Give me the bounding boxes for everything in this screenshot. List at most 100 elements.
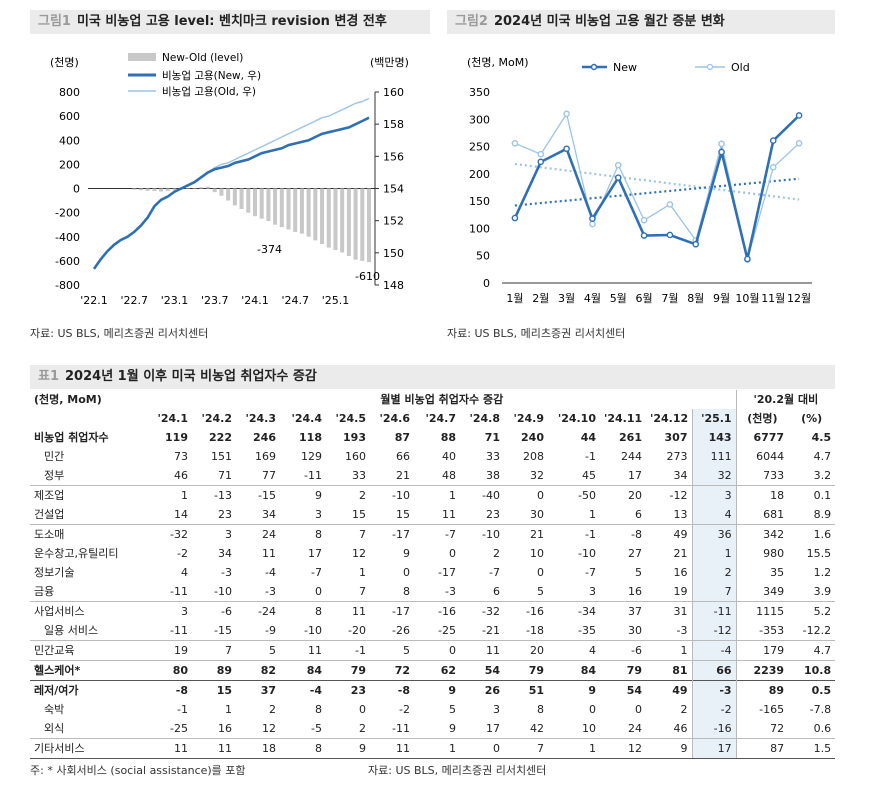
table-cell: 11 (326, 601, 370, 621)
fig2-point-old (666, 201, 674, 208)
table-cell: 5.2 (788, 601, 836, 621)
table-title: 2024년 1월 이후 미국 비농업 취업자수 증감 (65, 369, 317, 384)
table-cell: 73 (174, 450, 188, 463)
fig1-bar (145, 188, 150, 191)
table-cell: 6 (635, 508, 642, 521)
table-cell: 12 (352, 547, 366, 560)
table-cell: 2239 (735, 660, 789, 681)
table-cell: 9 (280, 485, 326, 505)
table-cell: 24 (236, 524, 280, 544)
table-row-label: 비농업 취업자수 (34, 431, 109, 444)
table-cell: -7 (585, 566, 596, 579)
table-cell: 9 (449, 722, 456, 735)
table-cell: 8 (280, 601, 326, 621)
table-row: 금융 -11 -10 -3 0 7 8 -3 6 5 3 16 19 7 349 3.9 (30, 582, 835, 602)
table-cell: -35 (578, 624, 596, 637)
table-cell: 2 (691, 563, 737, 582)
fig1-bar (152, 188, 157, 191)
table-cell: 16 (628, 585, 642, 598)
table-cell: 46 (673, 722, 688, 735)
table-cell: 9 (548, 680, 600, 700)
table-row: 레저/여가 -8 15 37 -4 23 -8 9 26 51 9 54 49 -3 89 0.5 (30, 680, 836, 700)
table-cell: 3.2 (813, 469, 832, 482)
table-cell: 8 (280, 524, 326, 544)
table-cell: 8 (403, 585, 410, 598)
table-col-header: '24.11 (604, 412, 643, 425)
table-cell: 38 (486, 469, 500, 482)
fig2-line-new (513, 114, 801, 260)
fig1-source: 자료: US BLS, 메리츠증권 리서치센터 (30, 327, 209, 340)
fig1-bar (259, 188, 264, 219)
table-cell: 46 (174, 469, 188, 482)
table-cell: 81 (646, 660, 692, 681)
table-cell: -7 (311, 566, 322, 579)
table-cell: 6 (493, 585, 500, 598)
table-cell: 34 (218, 547, 232, 560)
fig2-x-tick: 10월 (735, 292, 759, 305)
table-cell: 4.7 (788, 640, 836, 661)
fig2-source: 자료: US BLS, 메리츠증권 리서치센터 (447, 327, 626, 340)
table-cell: -11 (170, 585, 188, 598)
table-cell: 84 (548, 660, 600, 681)
table-row: 건설업 14 23 34 3 15 15 11 23 30 1 6 13 4 681 8.9 (30, 505, 835, 525)
fig2-y-tick: 50 (476, 250, 490, 263)
fig2-y-tick: 200 (469, 168, 490, 181)
table-cell: 240 (521, 431, 544, 444)
fig1-yright-tick: 156 (383, 150, 404, 163)
table-cell: -20 (348, 624, 366, 637)
fig1-line-new (92, 116, 370, 270)
table-row-label: 운수창고,유틸리티 (34, 547, 119, 560)
table-cell: 3 (493, 703, 500, 716)
fig2-legend-new-marker (590, 63, 598, 71)
table-row-label: 건설업 (34, 508, 65, 521)
table-cell: 0 (449, 547, 456, 560)
table-cell: 8 (537, 703, 544, 716)
table-cell: 7 (359, 585, 366, 598)
table-cell: 151 (211, 450, 232, 463)
table-cell: 5 (449, 703, 456, 716)
fig2-point-old (589, 220, 596, 228)
table-cell: 3 (315, 508, 322, 521)
table-cell: -10 (460, 524, 504, 544)
table-cell: 17 (691, 738, 737, 759)
fig2-x-tick: 8월 (687, 292, 704, 305)
fig1-bar (279, 188, 284, 228)
fig1-legend-old: 비농업 고용(Old, 우) (162, 85, 256, 98)
table-col-header: (천명) (735, 409, 789, 428)
table-col-header: '24.3 (245, 412, 276, 425)
table-cell: -15 (214, 624, 232, 637)
table-cell: 16 (218, 722, 232, 735)
table-cell: 244 (621, 450, 642, 463)
table-row: 숙박 -1 1 2 8 0 -2 5 3 8 0 0 2 -2 -165 -7.8 (30, 700, 835, 719)
fig1-yright-tick: 148 (383, 279, 404, 292)
fig2-point-new (744, 255, 751, 263)
table-cell: -25 (170, 722, 188, 735)
table-cell: 11 (460, 640, 504, 661)
table-cell: -3 (676, 624, 688, 637)
table-row: 제조업 1 -13 -15 9 2 -10 1 -40 0 -50 20 -12 3 18 0.1 (30, 485, 836, 505)
table-cell: 0 (589, 703, 596, 716)
fig1-bar (252, 188, 257, 217)
table-cell: 2 (493, 547, 500, 560)
table-cell: 0 (414, 640, 460, 661)
table-cell: 2 (359, 722, 366, 735)
fig2-legend-new: New (613, 61, 637, 74)
table-cell: -16 (504, 601, 548, 621)
table-cell: 20 (504, 640, 548, 661)
table-cell: 246 (253, 431, 276, 444)
fig1-bar (239, 188, 244, 210)
table-cell: 7 (326, 524, 370, 544)
table-cell: 18 (735, 485, 789, 505)
table-row: 비농업 취업자수 119 222 246 118 193 87 88 71 240 44 261 307… (30, 428, 835, 447)
fig1-yleft-tick: 600 (59, 110, 80, 123)
table-cell: 0 (403, 566, 410, 579)
table-cell: 19 (148, 640, 192, 661)
table-cell: 1 (646, 640, 692, 661)
table-cell: 307 (664, 431, 688, 444)
table-cell: 7 (504, 738, 548, 759)
table-cell: 119 (165, 431, 188, 444)
table-cell: -9 (265, 624, 276, 637)
table-cell: 1 (148, 485, 192, 505)
fig2-point-old (795, 139, 803, 147)
table-cell: 15.5 (806, 547, 832, 560)
